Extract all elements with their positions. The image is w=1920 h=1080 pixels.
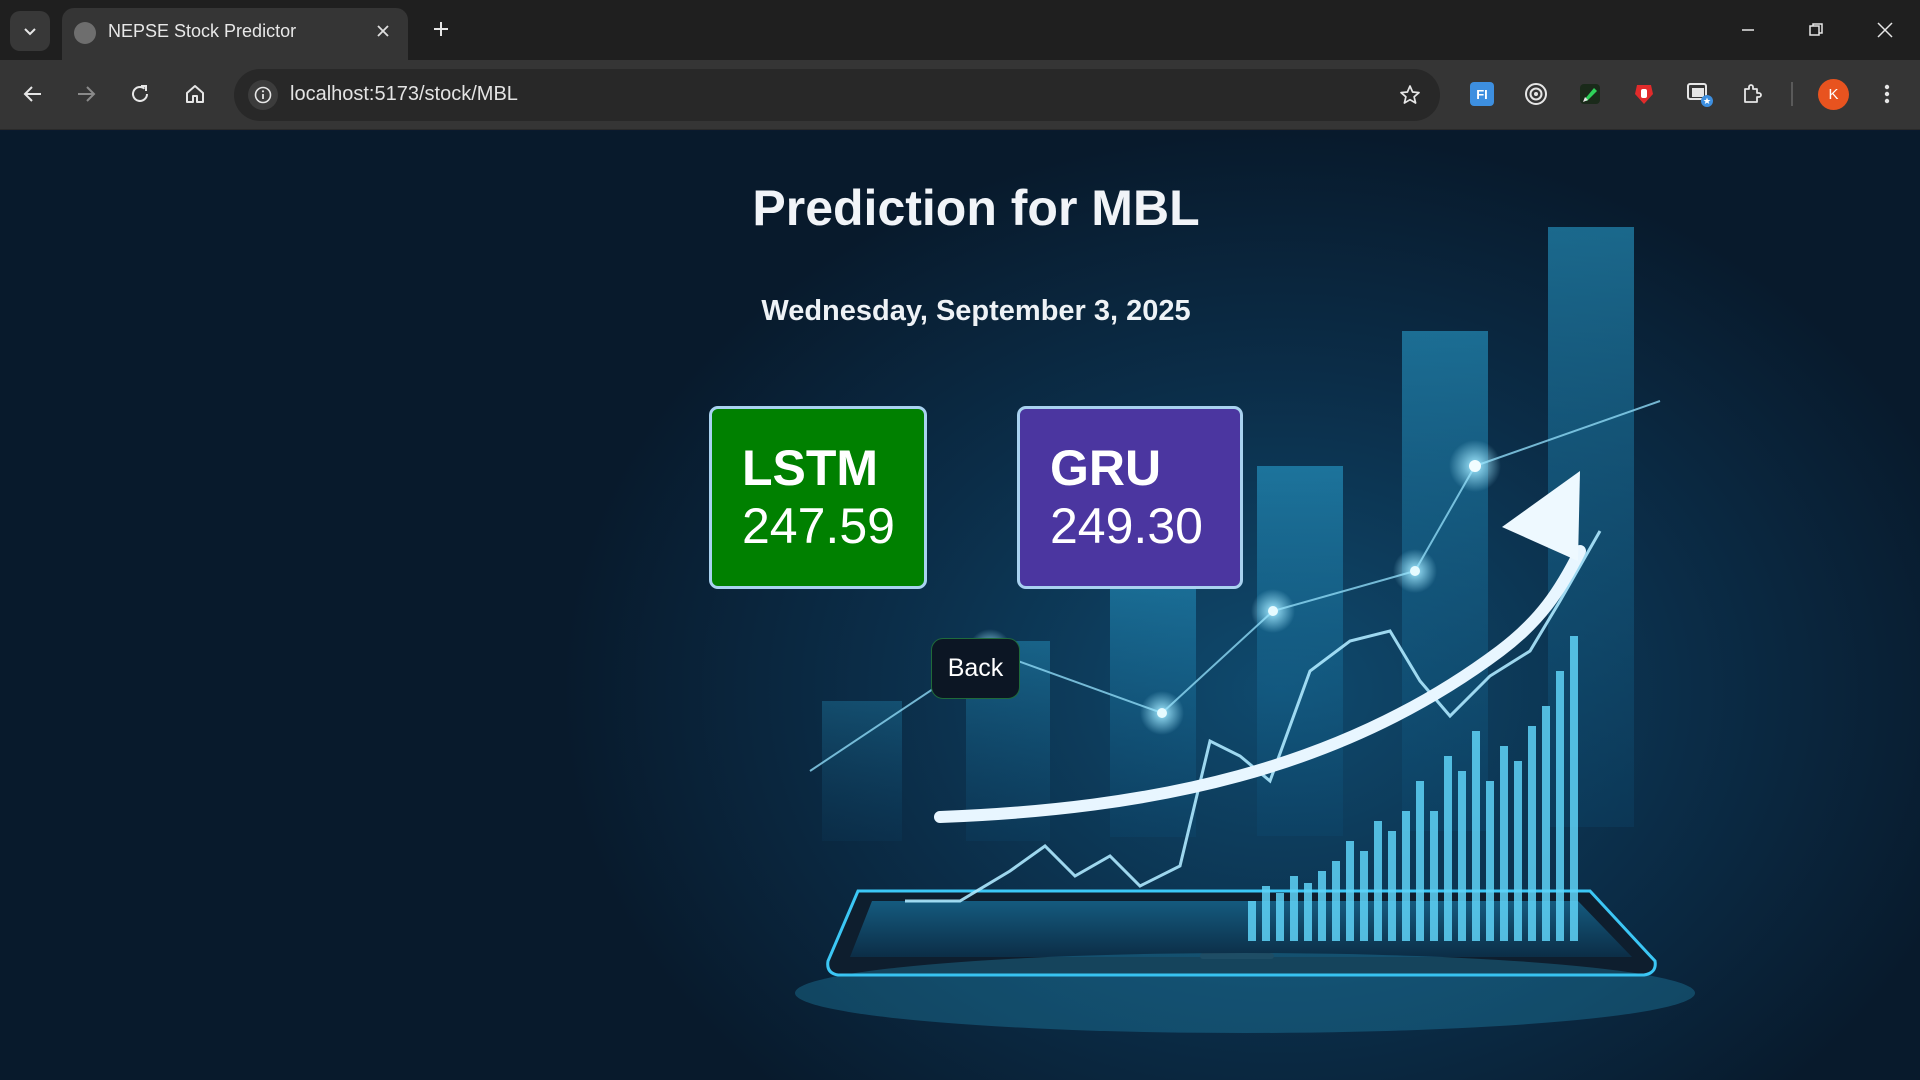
close-icon	[1877, 22, 1893, 38]
restore-icon	[1809, 23, 1823, 36]
close-icon	[377, 25, 389, 37]
extensions-menu-button[interactable]	[1736, 77, 1770, 111]
bookmark-button[interactable]	[1396, 81, 1424, 109]
reload-button[interactable]	[120, 74, 160, 114]
browser-menu-button[interactable]	[1870, 77, 1904, 111]
minimize-button[interactable]	[1714, 0, 1782, 60]
puzzle-icon	[1744, 84, 1762, 103]
back-button[interactable]: Back	[931, 638, 1020, 699]
tab-title: NEPSE Stock Predictor	[108, 21, 297, 41]
restore-button[interactable]	[1782, 0, 1850, 60]
close-window-button[interactable]	[1851, 0, 1919, 60]
page-title: Prediction for MBL	[752, 180, 1200, 236]
tab-close-button[interactable]	[370, 18, 396, 44]
forward-nav-button[interactable]	[66, 74, 106, 114]
extension-fi-button[interactable]: FI	[1465, 77, 1499, 111]
predicted-price: 249.30	[1050, 498, 1203, 554]
reload-icon	[132, 85, 148, 102]
lstm-prediction-card: LSTM 247.59	[709, 406, 927, 589]
star-icon	[1400, 85, 1420, 104]
browser-tab[interactable]: NEPSE Stock Predictor	[62, 8, 408, 60]
model-name: LSTM	[742, 440, 879, 496]
back-nav-button[interactable]	[13, 74, 53, 114]
tab-search-button[interactable]	[10, 11, 50, 51]
gru-prediction-card: GRU 249.30	[1017, 406, 1243, 589]
url-text: localhost:5173/stock/MBL	[290, 83, 518, 105]
prediction-date: Wednesday, September 3, 2025	[761, 295, 1191, 327]
windows-badge-icon	[1687, 83, 1713, 107]
extension-windows-button[interactable]	[1683, 77, 1717, 111]
target-icon	[1525, 83, 1547, 105]
chevron-down-icon	[24, 28, 36, 36]
growth-chart-illustration	[795, 227, 1695, 1033]
minimize-icon	[1742, 29, 1754, 31]
fi-extension-icon: FI	[1470, 82, 1494, 106]
hand-stop-icon	[1635, 85, 1653, 104]
plus-icon	[434, 22, 448, 36]
kebab-menu-icon	[1884, 84, 1890, 104]
toolbar-divider	[1791, 82, 1793, 106]
predicted-price: 247.59	[742, 498, 895, 554]
info-icon	[254, 86, 272, 104]
page-content: Prediction for MBL Wednesday, September …	[0, 131, 1920, 1080]
home-button[interactable]	[175, 74, 215, 114]
home-icon	[186, 85, 204, 103]
globe-icon	[74, 22, 96, 44]
extension-stop-button[interactable]	[1627, 77, 1661, 111]
pen-icon	[1580, 84, 1600, 104]
extension-pen-button[interactable]	[1573, 77, 1607, 111]
arrow-right-icon	[78, 86, 96, 102]
address-bar[interactable]: localhost:5173/stock/MBL	[234, 69, 1440, 121]
tab-strip: NEPSE Stock Predictor	[0, 0, 1920, 60]
extension-target-button[interactable]	[1519, 77, 1553, 111]
new-tab-button[interactable]	[424, 12, 458, 46]
profile-avatar[interactable]: K	[1818, 79, 1849, 110]
model-name: GRU	[1050, 440, 1162, 496]
arrow-left-icon	[23, 86, 41, 102]
site-info-button[interactable]	[248, 80, 278, 110]
browser-toolbar: localhost:5173/stock/MBL FI K	[0, 60, 1920, 130]
